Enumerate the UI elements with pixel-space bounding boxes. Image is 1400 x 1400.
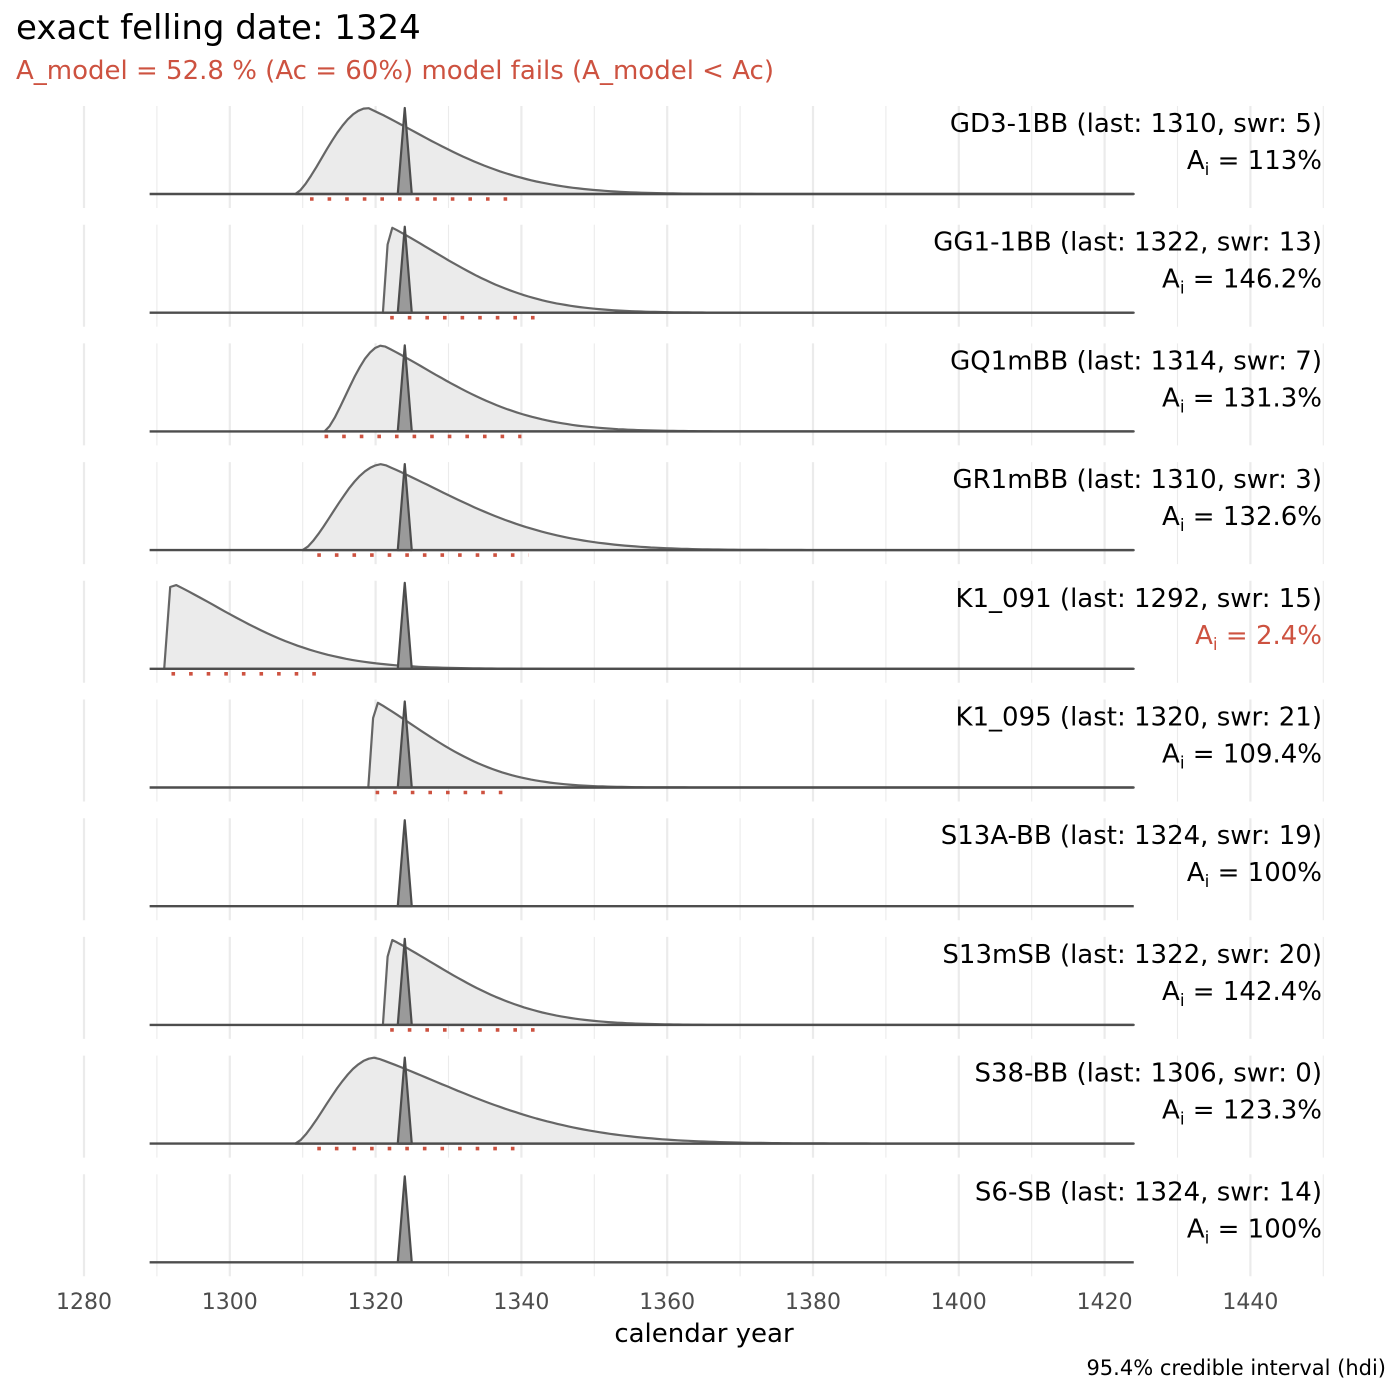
agreement-index: Ai = 113% [1187,146,1322,180]
x-axis: 1280 1300 1320 1340 1360 1380 1400 1420 1440 cale… [56,1290,1278,1349]
series-label: GR1mBB (last: 1310, swr: 3) [952,465,1322,495]
series-label: S38-BB (last: 1306, swr: 0) [975,1059,1323,1089]
agreement-index: Ai = 131.3% [1162,383,1322,417]
agreement-index: Ai = 146.2% [1162,265,1322,299]
x-tick-label: 1400 [931,1290,987,1315]
chart-title: exact felling date: 1324 [16,8,421,48]
panel-gr1mbb: GR1mBB (last: 1310, swr: 3) Ai = 132.6% [149,463,1322,557]
panel-k1_091: K1_091 (last: 1292, swr: 15) Ai = 2.4% [149,581,1322,676]
agreement-index: Ai = 2.4% [1195,621,1322,655]
x-tick-label: 1440 [1222,1290,1278,1315]
agreement-index: Ai = 100% [1187,1214,1322,1248]
felling-date-spike [396,1175,413,1264]
chart-subtitle: A_model = 52.8 % (Ac = 60%) model fails … [16,56,774,86]
series-label: K1_095 (last: 1320, swr: 21) [955,703,1322,733]
agreement-index: Ai = 132.6% [1162,502,1322,536]
panel-s13msb: S13mSB (last: 1322, swr: 20) Ai = 142.4% [149,937,1322,1032]
panel-gq1mbb: GQ1mBB (last: 1314, swr: 7) Ai = 131.3% [149,344,1322,439]
panel-k1_095: K1_095 (last: 1320, swr: 21) Ai = 109.4% [149,700,1322,795]
series-label: S6-SB (last: 1324, swr: 14) [975,1177,1322,1207]
agreement-index: Ai = 123.3% [1162,1096,1322,1130]
agreement-index: Ai = 142.4% [1162,977,1322,1011]
panel-gd3-1bb: GD3-1BB (last: 1310, swr: 5) Ai = 113% [149,106,1322,201]
panel-s38-bb: S38-BB (last: 1306, swr: 0) Ai = 123.3% [149,1056,1323,1151]
panel-s6-sb: S6-SB (last: 1324, swr: 14) Ai = 100% [149,1175,1322,1264]
series-label: S13mSB (last: 1322, swr: 20) [942,940,1322,970]
felling-date-spike [396,819,413,908]
series-label: GD3-1BB (last: 1310, swr: 5) [950,109,1322,139]
grid-layer [82,106,1324,1277]
agreement-index: Ai = 109.4% [1162,740,1322,774]
x-tick-label: 1380 [785,1290,841,1315]
x-tick-label: 1300 [202,1290,258,1315]
x-tick-label: 1320 [348,1290,404,1315]
x-tick-label: 1420 [1077,1290,1133,1315]
panel-gg1-1bb: GG1-1BB (last: 1322, swr: 13) Ai = 146.2% [149,225,1322,320]
x-tick-label: 1340 [493,1290,549,1315]
x-tick-label: 1360 [639,1290,695,1315]
felling-date-spike [396,581,413,670]
agreement-index: Ai = 100% [1187,858,1322,892]
caption-hdi-note: 95.4% credible interval (hdi) [1086,1356,1386,1380]
series-label: K1_091 (last: 1292, swr: 15) [955,584,1322,614]
series-label: GQ1mBB (last: 1314, swr: 7) [950,346,1322,376]
x-tick-label: 1280 [56,1290,112,1315]
panels-layer: GD3-1BB (last: 1310, swr: 5) Ai = 113% GG1… [149,106,1323,1264]
series-label: GG1-1BB (last: 1322, swr: 13) [933,228,1322,258]
x-axis-title: calendar year [614,1319,794,1349]
series-label: S13A-BB (last: 1324, swr: 19) [941,821,1322,851]
panel-s13a-bb: S13A-BB (last: 1324, swr: 19) Ai = 100% [149,819,1322,908]
